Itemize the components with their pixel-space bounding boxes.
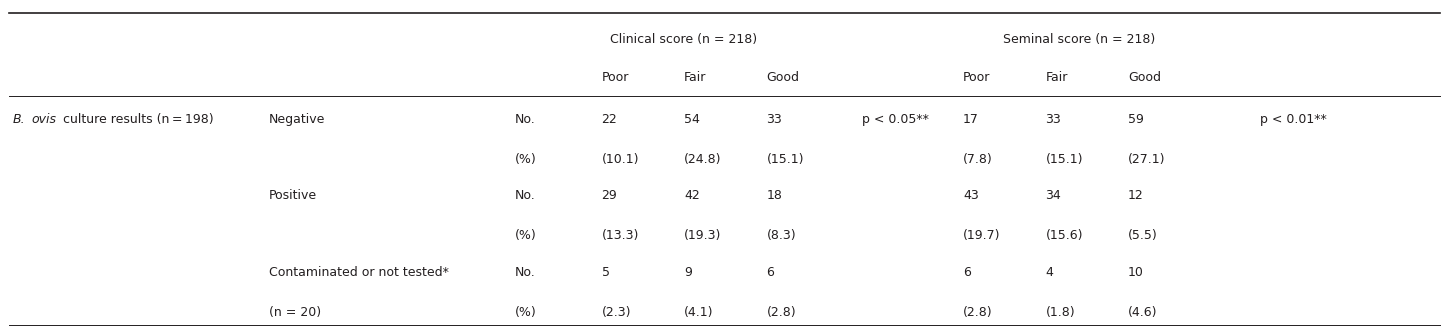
Text: 43: 43 [964, 189, 980, 202]
Text: Fair: Fair [684, 71, 706, 84]
Text: 9: 9 [684, 266, 691, 279]
Text: (%): (%) [514, 153, 536, 166]
Text: p < 0.01**: p < 0.01** [1259, 113, 1326, 126]
Text: (24.8): (24.8) [684, 153, 722, 166]
Text: (7.8): (7.8) [964, 153, 993, 166]
Text: 5: 5 [601, 266, 610, 279]
Text: culture results (n = 198): culture results (n = 198) [59, 113, 214, 126]
Text: (15.6): (15.6) [1046, 229, 1082, 242]
Text: No.: No. [514, 189, 536, 202]
Text: ovis: ovis [32, 113, 57, 126]
Text: (15.1): (15.1) [767, 153, 804, 166]
Text: (4.1): (4.1) [684, 306, 713, 319]
Text: B.: B. [13, 113, 26, 126]
Text: (13.3): (13.3) [601, 229, 639, 242]
Text: Good: Good [767, 71, 800, 84]
Text: (n = 20): (n = 20) [270, 306, 322, 319]
Text: 10: 10 [1127, 266, 1143, 279]
Text: (8.3): (8.3) [767, 229, 796, 242]
Text: Clinical score (n = 218): Clinical score (n = 218) [610, 33, 758, 46]
Text: Positive: Positive [270, 189, 317, 202]
Text: 34: 34 [1046, 189, 1061, 202]
Text: 18: 18 [767, 189, 782, 202]
Text: p < 0.05**: p < 0.05** [862, 113, 929, 126]
Text: 33: 33 [1046, 113, 1061, 126]
Text: 6: 6 [964, 266, 971, 279]
Text: 4: 4 [1046, 266, 1053, 279]
Text: (2.3): (2.3) [601, 306, 632, 319]
Text: 59: 59 [1127, 113, 1143, 126]
Text: Poor: Poor [964, 71, 991, 84]
Text: (%): (%) [514, 306, 536, 319]
Text: Good: Good [1127, 71, 1161, 84]
Text: 12: 12 [1127, 189, 1143, 202]
Text: (19.3): (19.3) [684, 229, 722, 242]
Text: (1.8): (1.8) [1046, 306, 1075, 319]
Text: (4.6): (4.6) [1127, 306, 1158, 319]
Text: 17: 17 [964, 113, 980, 126]
Text: Fair: Fair [1046, 71, 1068, 84]
Text: (2.8): (2.8) [767, 306, 796, 319]
Text: 42: 42 [684, 189, 700, 202]
Text: 22: 22 [601, 113, 617, 126]
Text: (15.1): (15.1) [1046, 153, 1082, 166]
Text: Poor: Poor [601, 71, 629, 84]
Text: 54: 54 [684, 113, 700, 126]
Text: 33: 33 [767, 113, 782, 126]
Text: (10.1): (10.1) [601, 153, 639, 166]
Text: (2.8): (2.8) [964, 306, 993, 319]
Text: (27.1): (27.1) [1127, 153, 1165, 166]
Text: (19.7): (19.7) [964, 229, 1001, 242]
Text: 6: 6 [767, 266, 774, 279]
Text: (5.5): (5.5) [1127, 229, 1158, 242]
Text: No.: No. [514, 113, 536, 126]
Text: Contaminated or not tested*: Contaminated or not tested* [270, 266, 449, 279]
Text: (%): (%) [514, 229, 536, 242]
Text: Seminal score (n = 218): Seminal score (n = 218) [1003, 33, 1155, 46]
Text: 29: 29 [601, 189, 617, 202]
Text: No.: No. [514, 266, 536, 279]
Text: Negative: Negative [270, 113, 326, 126]
